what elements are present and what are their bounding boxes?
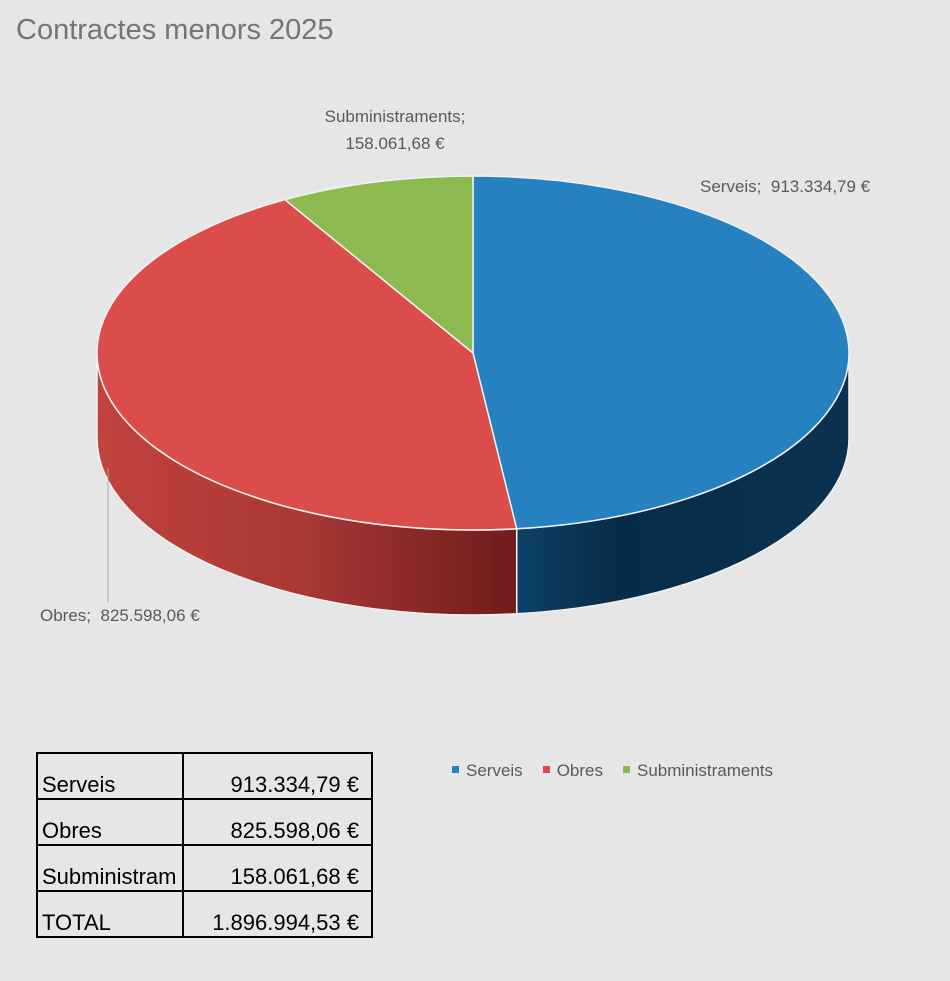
pie-slice-serveis: [472, 175, 850, 530]
data-label-obres: Obres; 825.598,06 €: [40, 602, 200, 629]
table-cell-label: Obres: [36, 798, 184, 846]
legend-label: Subministraments: [636, 761, 774, 780]
chart-legend: Serveis Obres Subministraments: [452, 761, 773, 781]
summary-table: Serveis 913.334,79 € Obres 825.598,06 € Su…: [36, 752, 373, 938]
legend-label: Obres: [556, 761, 603, 780]
table-cell-label: TOTAL: [36, 890, 184, 938]
data-label-name: Serveis;: [700, 177, 762, 196]
table-row: Serveis 913.334,79 €: [36, 752, 373, 800]
data-label-subministraments: Subministraments; 158.061,68 €: [300, 103, 490, 157]
legend-swatch: [452, 766, 459, 774]
data-label-value: 913.334,79 €: [770, 177, 871, 196]
legend-swatch: [622, 766, 630, 774]
data-label-value: 825.598,06 €: [100, 606, 200, 625]
table-cell-value: 1.896.994,53 €: [182, 890, 373, 938]
table-cell-label: Serveis: [36, 752, 184, 800]
chart-title: Contractes menors 2025: [16, 14, 334, 46]
data-label-serveis: Serveis; 913.334,79 €: [700, 173, 880, 200]
pie-slice-obres: [96, 198, 518, 531]
table-row: Subministram 158.061,68 €: [36, 844, 373, 892]
table-cell-label: Subministram: [36, 844, 184, 892]
table-row: Obres 825.598,06 €: [36, 798, 373, 846]
table-cell-value: 913.334,79 €: [182, 752, 373, 800]
legend-label: Serveis: [466, 761, 523, 780]
legend-item-serveis: Serveis: [452, 761, 523, 781]
legend-swatch: [542, 766, 550, 774]
table-cell-value: 825.598,06 €: [182, 798, 373, 846]
data-label-name: Subministraments;: [324, 107, 466, 126]
data-label-name: Obres;: [40, 606, 92, 625]
legend-item-obres: Obres: [542, 761, 603, 781]
pie-slice-subministraments: [283, 175, 474, 355]
legend-item-subministraments: Subministraments: [622, 761, 774, 781]
data-label-value: 158.061,68 €: [345, 134, 445, 153]
table-row-total: TOTAL 1.896.994,53 €: [36, 890, 373, 938]
table-cell-value: 158.061,68 €: [182, 844, 373, 892]
pie-chart: [96, 175, 850, 616]
